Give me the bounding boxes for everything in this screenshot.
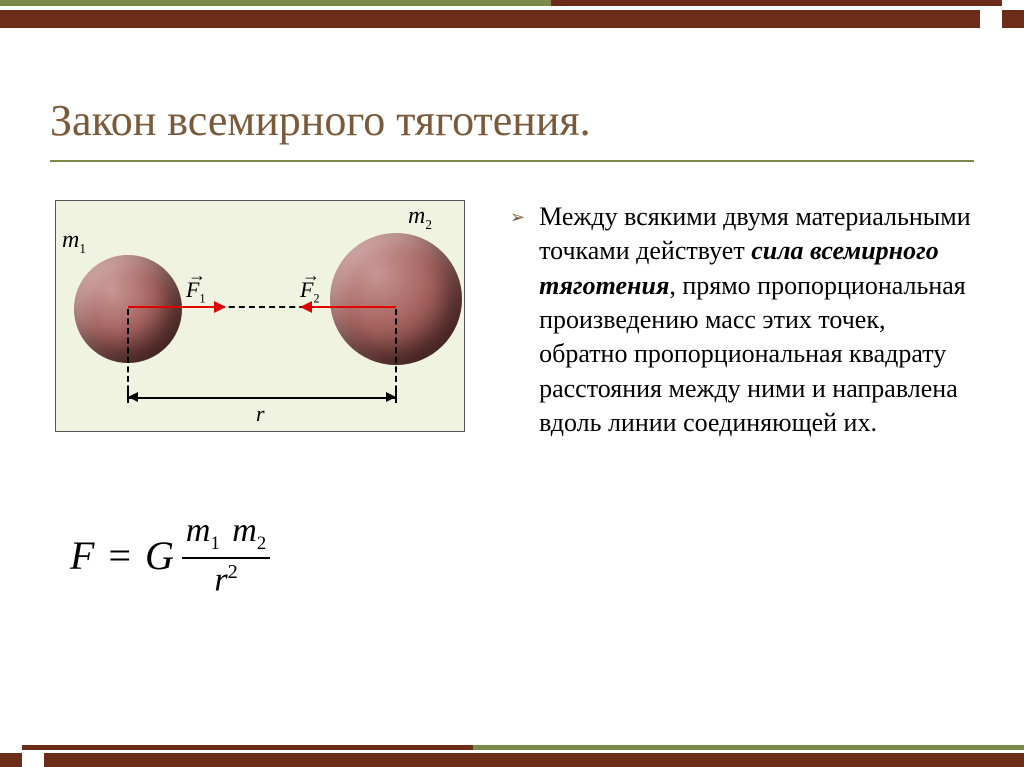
vdash-right — [395, 309, 397, 401]
content-row: m1 m2 → F1 — [50, 200, 974, 599]
mass1-label: m1 — [62, 227, 86, 257]
formula-F: F — [70, 532, 94, 579]
r-arrow-right — [386, 392, 396, 402]
formula-fraction: m1 m2 r2 — [182, 512, 270, 599]
vdash-left — [127, 309, 129, 401]
title-block: Закон всемирного тяготения. — [50, 95, 974, 162]
formula-G: G — [145, 532, 174, 579]
force2-label: → F2 — [300, 277, 320, 306]
slide-title: Закон всемирного тяготения. — [50, 95, 974, 146]
r-line — [128, 397, 396, 399]
mass2-label: m2 — [408, 203, 432, 233]
slide-top-border — [0, 0, 1024, 28]
slide-bottom-border — [0, 745, 1024, 767]
left-column: m1 m2 → F1 — [50, 200, 470, 599]
force1-label: → F1 — [186, 277, 206, 306]
right-column: ➢ Между всякими двумя материальными точк… — [510, 200, 974, 599]
r-arrow-left — [128, 392, 138, 402]
force2-arrow — [310, 306, 396, 308]
force1-arrowhead — [214, 301, 226, 313]
bullet-item: ➢ Между всякими двумя материальными точк… — [510, 200, 974, 440]
r-label: r — [256, 401, 265, 427]
bullet-text: Между всякими двумя материальными точкам… — [539, 200, 974, 440]
formula-eq: = — [108, 532, 131, 579]
gravitation-diagram: m1 m2 → F1 — [55, 200, 465, 432]
gravitation-formula: F = G m1 m2 r2 — [70, 512, 270, 599]
bullet-marker-icon: ➢ — [510, 206, 525, 440]
slide-body: Закон всемирного тяготения. m1 m2 — [0, 30, 1024, 737]
